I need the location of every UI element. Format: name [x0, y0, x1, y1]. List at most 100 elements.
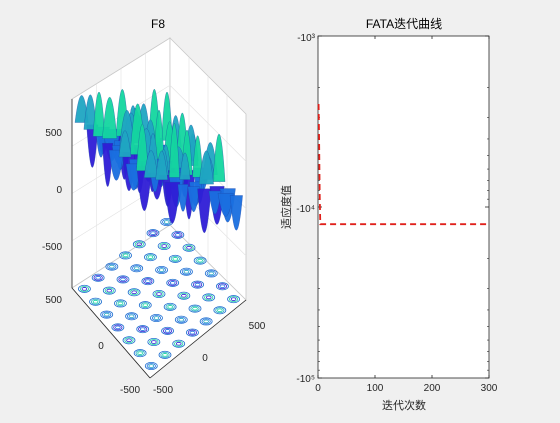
contour-ring	[228, 296, 239, 303]
contour-ring	[127, 288, 141, 297]
contour-ring	[169, 281, 176, 285]
contour-ring	[175, 233, 181, 237]
contour-ring	[163, 220, 170, 224]
line-title: FATA迭代曲线	[366, 17, 442, 31]
contour-ring	[190, 305, 200, 312]
contour-ring	[150, 313, 163, 322]
contour-ring	[170, 255, 180, 262]
contour-ring	[149, 339, 159, 345]
contour-ring	[199, 317, 213, 326]
contour-ring	[143, 278, 153, 285]
front-edge-left	[71, 287, 151, 379]
contour-ring	[144, 361, 158, 370]
z-tick-label: 500	[45, 128, 62, 139]
contour-ring	[130, 264, 144, 273]
contour-ring	[186, 245, 192, 250]
surface-peak	[118, 130, 132, 158]
contour-ring	[192, 306, 198, 311]
contour-ring	[111, 323, 125, 332]
contour-ring	[205, 295, 212, 300]
series-line	[317, 103, 489, 226]
contour-ring	[133, 266, 140, 271]
contour-ring	[208, 271, 215, 276]
contour-ring	[173, 231, 183, 238]
z-tick-label: 0	[56, 185, 62, 196]
contour-ring	[150, 231, 156, 235]
surface-title: F8	[151, 17, 165, 31]
contour-ring	[179, 292, 189, 299]
contour-ring	[135, 350, 145, 357]
contour-ring	[129, 289, 139, 296]
contour-ring	[90, 298, 101, 305]
x-axis-label: 迭代次数	[382, 398, 426, 412]
contour-ring	[117, 301, 124, 306]
surface-peak	[198, 150, 214, 185]
contour-ring	[186, 328, 199, 337]
contour-ring	[161, 326, 174, 335]
contour-ring	[81, 287, 88, 291]
contour-ring	[109, 264, 115, 269]
z-tick-label: -500	[42, 242, 62, 253]
contour-ring	[148, 364, 155, 368]
contour-ring	[118, 276, 128, 283]
y-tick-label: -10³	[297, 33, 315, 44]
contour-ring	[155, 265, 168, 274]
contour-ring	[172, 257, 179, 261]
contour-ring	[131, 290, 137, 295]
y-axis-label: 适应度值	[279, 185, 293, 229]
contour-ring	[136, 242, 143, 247]
contour-ring	[100, 310, 114, 319]
contour-ring	[134, 241, 144, 248]
contour-ring	[78, 284, 91, 293]
contour-ring	[142, 303, 149, 307]
contour-ring	[115, 325, 121, 330]
contour-ring	[119, 251, 132, 260]
x-tick-label: 0	[315, 383, 321, 394]
contour-ring	[105, 262, 119, 271]
contour-ring	[201, 318, 211, 325]
contour-ring	[162, 353, 168, 357]
contour-ring	[158, 268, 165, 272]
contour-ring	[151, 340, 157, 344]
contour-ring	[193, 256, 207, 265]
contour-ring	[147, 255, 154, 259]
contour-ring	[95, 275, 101, 280]
contour-ring	[136, 325, 150, 334]
contour-ring	[217, 308, 223, 313]
contour-ring	[166, 278, 180, 287]
contour-ring	[138, 301, 152, 310]
contour-ring	[153, 316, 160, 320]
contour-ring	[216, 282, 229, 291]
contour-ring	[187, 329, 198, 336]
contour-ring	[91, 273, 105, 282]
contour-ring	[122, 336, 136, 345]
contour-ring	[159, 243, 169, 249]
contour-ring	[120, 277, 126, 282]
contour-ring	[172, 339, 186, 348]
contour-ring	[107, 263, 117, 270]
contour-ring	[138, 326, 148, 333]
contour-ring	[122, 253, 129, 258]
contour-ring	[165, 303, 175, 310]
x-tick-label: 0	[202, 353, 208, 364]
contour-ring	[180, 267, 193, 276]
contour-ring	[171, 230, 185, 239]
contour-ring	[148, 230, 158, 237]
contour-ring	[176, 316, 186, 323]
contour-ring	[181, 293, 187, 298]
x-tick-label: 300	[481, 383, 498, 394]
contour-ring	[181, 268, 192, 275]
contour-ring	[163, 302, 177, 311]
contour-ring	[227, 295, 240, 304]
contour-ring	[152, 289, 166, 298]
contour-ring	[178, 317, 185, 322]
surface-peak	[155, 150, 168, 181]
contour-ring	[146, 363, 156, 369]
x-tick-label: 200	[424, 383, 441, 394]
contour-ring	[189, 330, 196, 335]
contour-ring	[114, 299, 127, 308]
contour-ring	[213, 306, 227, 315]
contour-ring	[132, 240, 146, 249]
contour-ring	[161, 244, 167, 248]
